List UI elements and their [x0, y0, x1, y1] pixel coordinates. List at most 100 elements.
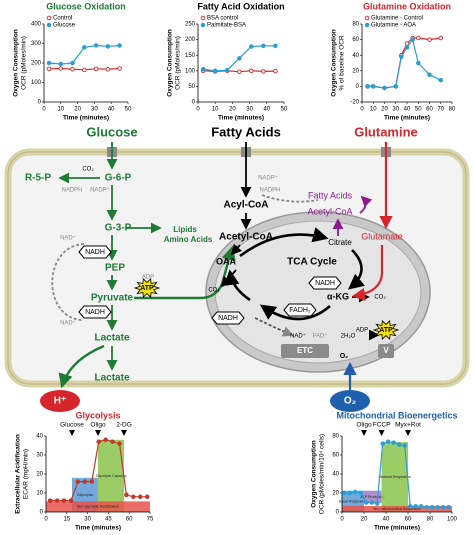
- injection-label: Oligo: [90, 422, 106, 429]
- data-point: [416, 60, 421, 66]
- data-point: [273, 43, 278, 49]
- chart: Mitochondrial Bioenergetics Basal Respira…: [311, 410, 458, 531]
- data-point: [117, 441, 122, 446]
- legend-label: Control: [53, 16, 72, 22]
- data-point: [261, 43, 266, 49]
- tca-arrow: [239, 227, 329, 258]
- x-tick-label: 30: [246, 107, 253, 113]
- y-tick-label: 100: [185, 68, 196, 74]
- metabolite-label: NAD⁺: [60, 320, 76, 327]
- data-point: [427, 72, 432, 77]
- x-tick-label: 10: [212, 107, 219, 113]
- cofactor-box: [283, 303, 317, 317]
- y-tick-label: 250: [185, 22, 196, 28]
- y-tick-label: 0: [356, 84, 360, 90]
- data-point: [138, 494, 143, 500]
- metabolite-label: G-6-P: [105, 173, 132, 184]
- metabolite-label: NADH: [85, 309, 105, 316]
- data-point: [117, 66, 122, 71]
- series-line: [367, 37, 441, 89]
- y-tick-label: 0: [336, 510, 340, 516]
- y-axis-label: ECAR (mpH/min): [23, 449, 30, 499]
- metabolite-label: NAD⁺: [290, 333, 306, 340]
- y-tick-label: 200: [31, 61, 42, 67]
- metabolite-label: NAD⁺: [60, 235, 76, 242]
- x-tick-label: 30: [84, 517, 91, 523]
- x-tick-label: 30: [91, 107, 98, 113]
- metabolite-label: Lipids: [173, 225, 197, 234]
- data-point: [103, 437, 108, 443]
- data-point: [89, 479, 95, 484]
- metabolite-label: NADP⁺: [258, 175, 278, 182]
- y-tick-label: 200: [185, 37, 196, 43]
- y-tick-label: 80: [352, 22, 359, 28]
- data-point: [261, 69, 266, 74]
- y-axis-label: OCR (pMoles/min/10⁴ cells): [319, 434, 326, 514]
- pathway-header: Glutamine: [354, 124, 418, 139]
- chart: Glucose Oxidation 0 100 200 300 400 0 10 20 30 40 5…: [13, 1, 132, 121]
- y-tick-label: 10: [36, 491, 43, 497]
- data-point: [96, 439, 101, 444]
- y-tick-label: 20: [332, 491, 339, 497]
- legend-label: Glutamine - Control: [371, 16, 423, 22]
- arrow: [261, 194, 319, 203]
- metabolite-label: ETC: [297, 346, 313, 355]
- y-tick-label: 20: [352, 68, 359, 74]
- x-axis-label: Time (minutes): [63, 115, 109, 122]
- metabolite-label: Amino Acids: [164, 235, 213, 244]
- data-point: [105, 66, 111, 72]
- data-point: [399, 54, 404, 60]
- region-label: Maximal Respiration: [379, 475, 412, 479]
- x-tick-label: 10: [370, 107, 377, 113]
- x-tick-label: 60: [426, 107, 433, 113]
- y-axis-label: Oxygen Consumption: [167, 29, 174, 97]
- data-point: [382, 85, 387, 91]
- metabolite-label: α-KG: [327, 291, 349, 301]
- data-point: [341, 490, 347, 496]
- atp-burst: [372, 320, 400, 340]
- y-tick-label: 40: [332, 472, 339, 478]
- metabolite-label: Acyl-CoA: [223, 200, 268, 211]
- region-label: ATP Production: [360, 495, 385, 499]
- data-point: [402, 443, 407, 448]
- pathway-header: Fatty Acids: [211, 124, 281, 139]
- data-point: [410, 37, 415, 42]
- data-point: [117, 43, 122, 48]
- arrow: [220, 269, 237, 288]
- data-point: [407, 504, 413, 509]
- metabolite-label: Acetyl-CoA: [307, 206, 352, 216]
- y-tick-label: 0: [38, 100, 42, 106]
- metabolite-label: V: [383, 346, 389, 355]
- y-tick-label: 50: [188, 84, 195, 90]
- region-label: Glycolysis: [77, 493, 93, 497]
- x-axis-label: Time (minutes): [374, 525, 420, 532]
- data-point: [82, 67, 87, 73]
- x-axis-label: Time (minutes): [218, 115, 264, 122]
- x-tick-label: 50: [125, 107, 132, 113]
- legend-marker: [46, 22, 52, 28]
- metabolite-label: Lactate: [94, 333, 129, 344]
- x-tick-label: 10: [57, 107, 64, 113]
- data-point: [47, 498, 53, 503]
- metabolite-label: CO₂: [374, 295, 386, 301]
- metabolite-label: NADH: [315, 280, 335, 287]
- metabolite-label: OAA: [216, 256, 237, 266]
- chart-title: Glutamine Oxidation: [363, 1, 451, 11]
- y-axis-label: Extracellular Acidification: [15, 434, 22, 514]
- x-tick-label: 40: [108, 107, 115, 113]
- data-point: [93, 66, 99, 72]
- metabolite-label: G-3-P: [105, 223, 132, 234]
- data-point: [371, 84, 376, 89]
- region: [342, 505, 452, 512]
- y-axis-label: Oxygen Consumption: [331, 29, 338, 97]
- data-point: [374, 501, 380, 506]
- chart-title: Fatty Acid Oxidation: [197, 1, 284, 11]
- y-tick-label: 40: [352, 53, 359, 59]
- cofactor-box: [308, 276, 342, 290]
- x-axis-label: Time (minutes): [384, 115, 430, 122]
- y-axis-label: Oxygen Consumption: [311, 440, 318, 508]
- legend-marker: [200, 22, 206, 28]
- y-axis-label: OCR (pMoles/min): [21, 36, 28, 90]
